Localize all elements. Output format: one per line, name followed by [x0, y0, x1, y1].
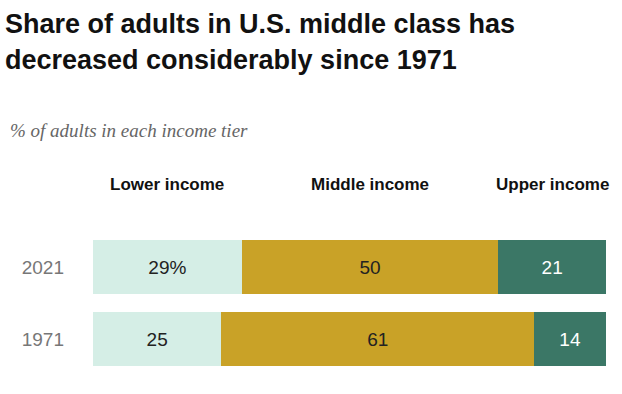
svg-text:Upper income: Upper income [496, 175, 609, 194]
svg-text:Middle income: Middle income [311, 175, 429, 194]
svg-text:25: 25 [147, 329, 168, 350]
svg-text:29%: 29% [148, 257, 186, 278]
svg-text:% of adults in each income tie: % of adults in each income tier [10, 120, 248, 141]
svg-text:1971: 1971 [22, 329, 64, 350]
svg-text:21: 21 [542, 257, 563, 278]
svg-text:61: 61 [367, 329, 388, 350]
svg-text:2021: 2021 [22, 257, 64, 278]
svg-text:Lower income: Lower income [110, 175, 224, 194]
svg-text:Share of adults in U.S. middle: Share of adults in U.S. middle class has… [5, 9, 515, 74]
svg-text:14: 14 [559, 329, 581, 350]
svg-text:50: 50 [359, 257, 380, 278]
